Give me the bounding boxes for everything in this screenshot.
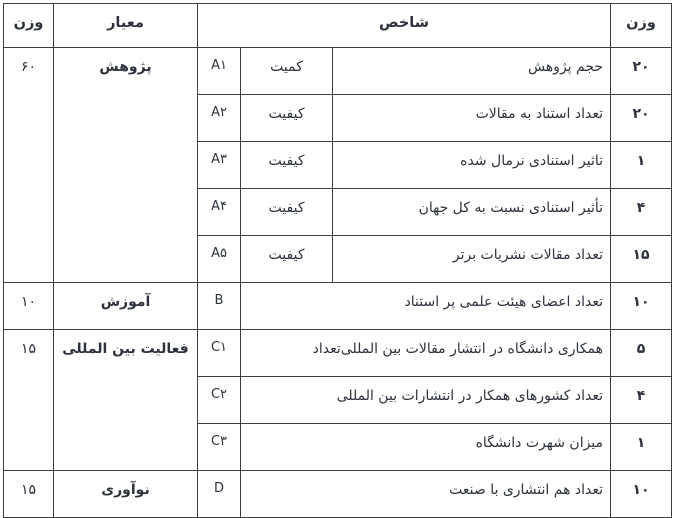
- indicator-weight-cell: ۴: [610, 376, 673, 424]
- table-row: ۲۰ تعداد استناد به مقالات کیفیت A۲: [4, 94, 673, 142]
- table-row: ۱ میزان شهرت دانشگاه C۳: [4, 423, 673, 471]
- indicator-code-cell: A۱: [196, 47, 242, 95]
- indicator-code-cell: D: [196, 470, 242, 518]
- indicator-weight-cell: ۲۰: [610, 94, 673, 142]
- indicator-cell: تاثیر استنادی نرمال شده: [332, 141, 612, 189]
- indicator-cell: تعداد استناد به مقالات: [332, 94, 612, 142]
- indicator-cell: حجم پژوهش: [332, 47, 612, 95]
- criterion-cell: نوآوری: [53, 470, 198, 518]
- indicator-type-cell: کیفیت: [240, 141, 334, 189]
- header-weight-right: وزن: [610, 3, 673, 48]
- indicator-code-cell: A۵: [196, 235, 242, 283]
- indicator-cell: همکاری دانشگاه در انتشار مقالات بین المل…: [240, 329, 612, 377]
- indicator-code-cell: B: [196, 282, 242, 330]
- criterion-weight-cell: ۱۵: [3, 329, 54, 471]
- indicator-weight-cell: ۱: [610, 423, 673, 471]
- indicator-weight-cell: ۲۰: [610, 47, 673, 95]
- indicator-code-cell: A۲: [196, 94, 242, 142]
- indicator-cell: تعداد کشورهای همکار در انتشارات بین المل…: [240, 376, 612, 424]
- indicator-type-cell: کمیت: [240, 47, 334, 95]
- indicator-code-cell: C۱: [196, 329, 242, 377]
- criterion-weight-cell: ۱۵: [3, 470, 54, 518]
- criterion-weight-cell: ۶۰: [3, 47, 54, 283]
- table-row: ۵ همکاری دانشگاه در انتشار مقالات بین الم…: [3, 329, 673, 471]
- indicator-cell: تعداد مقالات نشریات برتر: [332, 235, 612, 283]
- indicator-weight-cell: ۵: [610, 329, 673, 377]
- criterion-weight-cell: ۱۰: [3, 282, 54, 330]
- indicator-weight-cell: ۱۰: [610, 470, 673, 518]
- indicator-code-cell: A۴: [196, 188, 242, 236]
- indicator-type-cell: کیفیت: [240, 188, 334, 236]
- table-row: ۱ تاثیر استنادی نرمال شده کیفیت A۳: [4, 141, 673, 189]
- table-body: ۲۰ حجم پژوهش کمیت A۱ پژوهش ۶۰ ۲۰ تعداد استناد ب…: [3, 47, 673, 518]
- indicator-weight-cell: ۴: [610, 188, 673, 236]
- indicator-cell: تأثیر استنادی نسبت به کل جهان: [332, 188, 612, 236]
- indicator-weight-cell: ۱: [610, 141, 673, 189]
- table-row: ۱۰ تعداد هم انتشاری با صنعت D نوآوری ۱۵: [3, 470, 673, 518]
- header-weight-left: وزن: [3, 3, 54, 48]
- criterion-cell: آموزش: [53, 282, 198, 330]
- indicator-weight-cell: ۱۵: [610, 235, 673, 283]
- criterion-cell: فعالیت بین المللی: [53, 329, 198, 471]
- table-row: ۱۰ تعداد اعضای هیئت علمی پر استناد B آموزش ۱…: [3, 282, 673, 330]
- indicator-weight-cell: ۱۰: [610, 282, 673, 330]
- indicator-type-cell: کیفیت: [240, 235, 334, 283]
- indicator-type-cell: کیفیت: [240, 94, 334, 142]
- header-row: وزن شاخص معیار وزن: [3, 3, 673, 48]
- indicator-cell: تعداد اعضای هیئت علمی پر استناد: [240, 282, 612, 330]
- table-row: ۲۰ حجم پژوهش کمیت A۱ پژوهش ۶۰: [3, 47, 673, 283]
- header-indicator: شاخص: [196, 3, 612, 48]
- table-header: وزن شاخص معیار وزن: [3, 3, 673, 48]
- indicator-cell: میزان شهرت دانشگاه: [240, 423, 612, 471]
- table-row: ۴ تعداد کشورهای همکار در انتشارات بین الم…: [4, 376, 673, 424]
- criterion-cell: پژوهش: [53, 47, 198, 283]
- indicator-code-cell: C۳: [196, 423, 242, 471]
- indicator-code-cell: C۲: [196, 376, 242, 424]
- header-criterion: معیار: [53, 3, 198, 48]
- indicator-cell: تعداد هم انتشاری با صنعت: [240, 470, 612, 518]
- indicator-code-cell: A۳: [196, 141, 242, 189]
- criteria-indicators-table: وزن شاخص معیار وزن ۲۰ حجم پژوهش کمیت A۱ پژوه…: [3, 3, 673, 518]
- table-row: ۱۵ تعداد مقالات نشریات برتر کیفیت A۵: [4, 235, 673, 283]
